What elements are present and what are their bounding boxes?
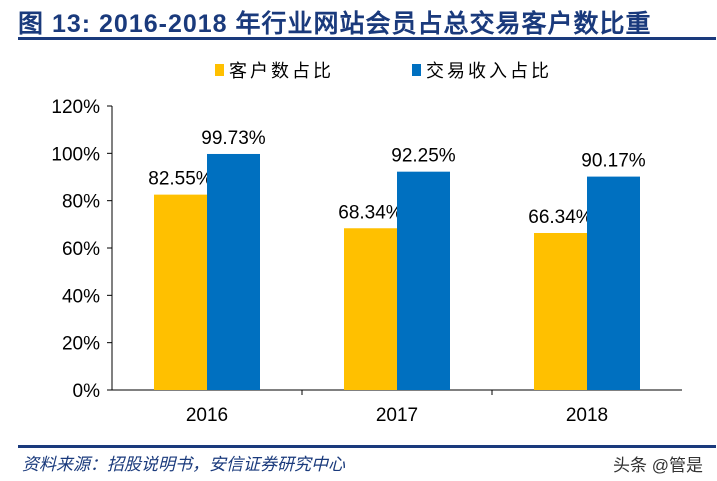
- data-label: 82.55%: [148, 169, 213, 190]
- x-tick-label: 2018: [566, 405, 608, 426]
- chart-title: 图 13: 2016-2018 年行业网站会员占总交易客户数比重: [18, 10, 652, 38]
- y-tick-label: 20%: [62, 334, 100, 355]
- data-label: 99.73%: [201, 128, 266, 149]
- data-label: 90.17%: [581, 151, 646, 172]
- data-label: 66.34%: [528, 207, 593, 228]
- bar-customer-share: [344, 228, 397, 390]
- legend-swatch: [412, 64, 421, 76]
- y-tick-label: 40%: [62, 286, 100, 307]
- bar-customer-share: [534, 232, 587, 390]
- bar-revenue-share: [587, 176, 640, 390]
- watermark: 头条 @管是: [613, 456, 703, 475]
- y-tick-label: 80%: [62, 192, 100, 213]
- bar-revenue-share: [207, 153, 260, 390]
- source-divider: [18, 445, 716, 448]
- data-label: 68.34%: [338, 202, 403, 223]
- y-tick-label: 0%: [73, 381, 101, 402]
- title-divider: [18, 37, 716, 40]
- bar-customer-share: [154, 194, 207, 390]
- data-label: 92.25%: [391, 146, 456, 167]
- legend-label: 客户数占比: [229, 61, 334, 82]
- y-tick-label: 60%: [62, 239, 100, 260]
- y-tick-label: 120%: [51, 97, 100, 118]
- x-tick-label: 2017: [376, 405, 418, 426]
- legend-swatch: [215, 64, 224, 76]
- source-note: 资料来源：招股说明书，安信证券研究中心: [22, 455, 345, 475]
- x-tick-label: 2016: [186, 405, 228, 426]
- bar-revenue-share: [397, 171, 450, 390]
- y-tick-label: 100%: [51, 144, 100, 165]
- legend-label: 交易收入占比: [426, 61, 552, 82]
